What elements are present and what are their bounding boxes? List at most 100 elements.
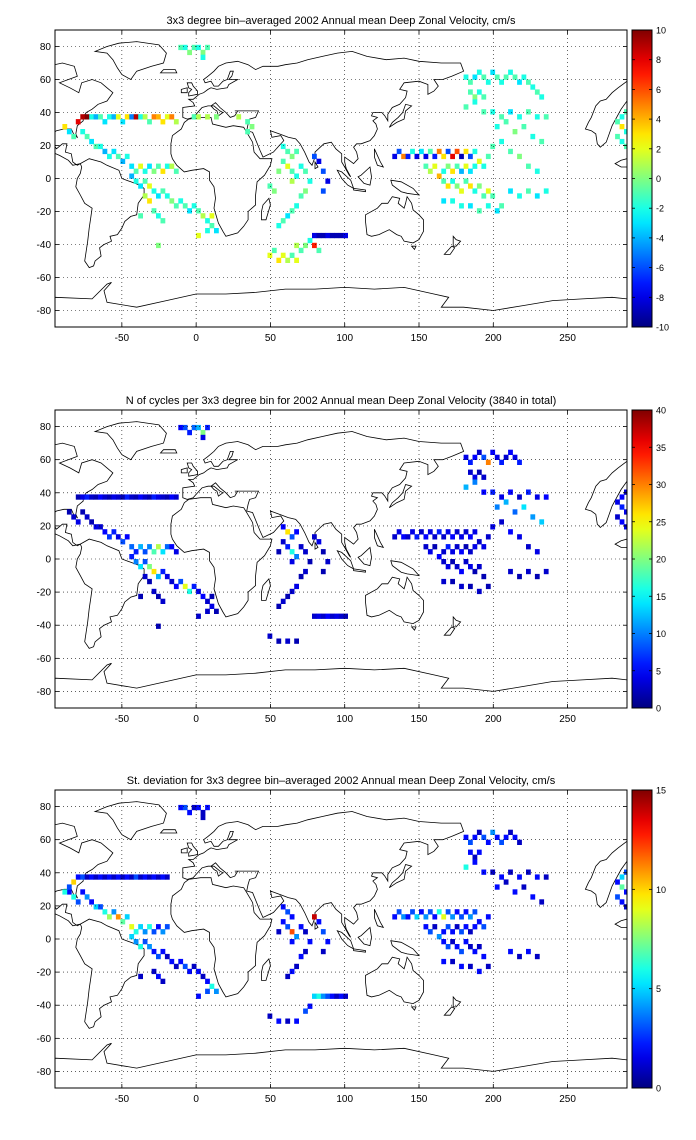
bin-cell <box>468 183 473 189</box>
bin-cell <box>298 924 304 930</box>
bin-cell <box>285 924 291 930</box>
bin-cell <box>499 874 504 880</box>
bin-cell <box>173 203 179 209</box>
colorbar-tick-label: -6 <box>656 263 664 273</box>
bin-cell <box>147 944 152 950</box>
coastline-path <box>180 467 188 474</box>
bin-cell <box>526 544 531 550</box>
plot-area <box>55 410 627 708</box>
bin-cell <box>517 573 522 580</box>
bin-cell <box>414 153 420 160</box>
bin-cell <box>476 944 482 950</box>
bin-cell <box>267 1013 273 1019</box>
bin-cell <box>209 593 215 600</box>
coastline-path <box>186 462 198 477</box>
bin-cell <box>534 168 540 174</box>
bin-cell <box>151 588 157 595</box>
coastline-path <box>357 166 372 186</box>
bin-cell <box>294 203 299 209</box>
coastline-path <box>314 920 319 930</box>
bin-cell <box>476 849 482 855</box>
coastline-path <box>314 540 319 550</box>
bin-cell <box>214 608 219 614</box>
bin-cell <box>476 588 482 595</box>
bin-cell <box>517 874 522 880</box>
bin-cell <box>490 829 496 835</box>
bin-cell <box>303 242 308 249</box>
bin-cell <box>329 613 335 619</box>
bin-cell <box>450 198 455 204</box>
bin-cell <box>89 114 94 120</box>
bin-cell <box>111 874 117 880</box>
bin-cell <box>196 588 201 595</box>
bin-cell <box>98 494 103 500</box>
bin-cell <box>463 909 469 915</box>
coastline-path <box>365 195 424 244</box>
bin-cell <box>508 829 513 835</box>
bin-cell <box>459 203 464 209</box>
bin-cell <box>468 534 473 540</box>
bin-cell <box>214 988 219 994</box>
bin-cell <box>205 218 210 224</box>
bin-cell <box>325 232 331 239</box>
bin-cell <box>450 549 455 555</box>
bin-cell <box>619 874 625 880</box>
bin-cell <box>508 188 513 194</box>
bin-cell <box>312 613 317 619</box>
colorbar-tick-label: 15 <box>656 786 666 796</box>
bin-cell <box>285 257 291 263</box>
bin-cell <box>120 539 126 545</box>
bin-cell <box>468 929 473 935</box>
bin-cell <box>142 494 148 500</box>
bin-cell <box>75 519 81 525</box>
bin-cell <box>205 804 210 811</box>
bin-cell <box>472 924 478 930</box>
bin-cell <box>289 559 295 565</box>
y-tick-label: -40 <box>37 1001 52 1012</box>
bin-cell <box>624 109 627 115</box>
bin-cell <box>205 228 210 234</box>
bin-cell <box>120 919 126 925</box>
bin-cell <box>490 489 496 495</box>
bin-cell <box>138 593 143 600</box>
bin-cell <box>164 953 170 960</box>
bin-cell <box>138 924 143 930</box>
coastline-path <box>388 864 413 889</box>
bin-cell <box>624 889 627 895</box>
bin-cell <box>138 494 143 500</box>
bin-cell <box>463 529 469 535</box>
bin-cell <box>280 158 286 164</box>
bin-cell <box>191 963 197 970</box>
bin-cell <box>205 44 210 51</box>
bin-cell <box>303 168 308 174</box>
colorbar-tick-label: 0 <box>656 174 661 184</box>
bin-cell <box>472 479 478 485</box>
bin-cell <box>494 208 500 214</box>
bin-cell <box>423 534 429 540</box>
colorbar-tick-label: 15 <box>656 592 666 602</box>
bin-cell <box>169 544 175 550</box>
bin-cell <box>521 504 527 510</box>
bin-cells <box>66 424 627 644</box>
bin-cell <box>517 494 522 500</box>
bin-cell <box>490 193 496 199</box>
bin-cell <box>169 114 175 120</box>
x-tick-label: 100 <box>336 333 353 344</box>
bin-cell <box>472 454 478 460</box>
bin-cell <box>454 163 460 169</box>
bin-cell <box>468 89 473 95</box>
bin-cell <box>410 529 415 535</box>
bin-cell <box>441 929 447 935</box>
bin-cell <box>200 49 206 56</box>
bin-cell <box>182 804 188 811</box>
coastline-path <box>410 626 417 631</box>
coastline-path <box>374 529 385 549</box>
bin-cell <box>191 114 197 120</box>
bin-cell <box>615 514 620 520</box>
bin-cell <box>485 459 491 465</box>
coastline-path <box>93 41 167 81</box>
bin-cell <box>71 133 77 140</box>
coastline-path <box>182 811 465 938</box>
bin-cell <box>178 424 184 431</box>
bin-cell <box>156 573 161 580</box>
